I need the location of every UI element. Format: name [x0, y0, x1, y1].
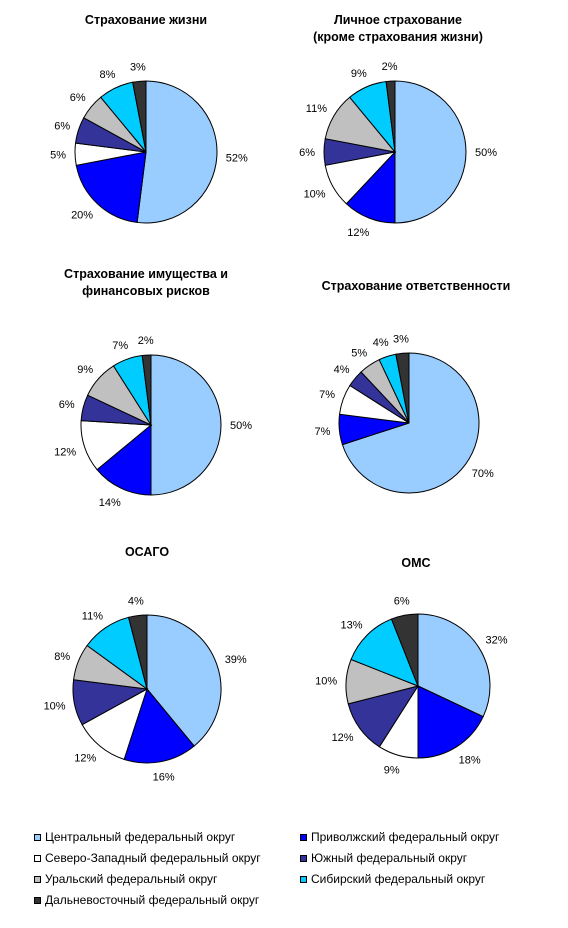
legend-label: Уральский федеральный округ [45, 872, 218, 886]
slice-label: 7% [314, 426, 330, 438]
slice-label: 5% [50, 150, 66, 162]
chart-title: Страхование ответственности [322, 279, 511, 293]
slice-label: 14% [99, 497, 121, 509]
pie-chart: Страхование имущества и финансовых рисков… [54, 267, 252, 509]
slice-label: 10% [44, 701, 66, 713]
slice-label: 9% [384, 765, 400, 777]
slice-label: 9% [351, 68, 367, 80]
legend-label: Центральный федеральный округ [45, 830, 236, 844]
slice-label: 70% [472, 468, 494, 480]
slice-label: 10% [304, 188, 326, 200]
legend-label: Северо-Западный федеральный округ [45, 851, 261, 865]
chart-title: (кроме страхования жизни) [313, 30, 483, 44]
slice-label: 16% [153, 771, 175, 783]
slice-label: 7% [112, 340, 128, 352]
pie-chart: ОМС 32% 18% 9% 12% 10% 13% 6% [315, 556, 508, 777]
legend-swatch [300, 833, 307, 841]
slice-label: 52% [226, 152, 248, 164]
legend-item: Центральный федеральный округ [34, 830, 235, 844]
pie-slice [390, 613, 419, 687]
pie-chart: Страхование ответственности70%7%7%4%5%4%… [314, 279, 511, 494]
pie-chart: Страхование жизни 52% 20% 5% 6% 6% 8% 3% [50, 13, 248, 224]
pie-slice [96, 423, 152, 496]
legend-label: Южный федеральный округ [311, 851, 468, 865]
chart-title: ОМС [401, 556, 430, 570]
legend-label: Сибирский федеральный округ [311, 872, 486, 886]
pie-slice [127, 614, 148, 690]
slice-label: 8% [99, 69, 115, 81]
slice-label: 9% [77, 364, 93, 376]
pie-slice [136, 80, 218, 224]
slice-label: 18% [459, 755, 481, 767]
legend-swatch [34, 854, 41, 862]
slice-label: 2% [382, 61, 398, 73]
legend-swatch [300, 875, 307, 883]
pie-chart: ОСАГО 39% 16% 12% 10% 8% 11% 4% [44, 545, 247, 783]
legend-item: Южный федеральный округ [300, 851, 467, 865]
pie-chart: Личное страхование (кроме страхования жиз… [299, 13, 497, 239]
pie-slice [395, 352, 410, 424]
pie-charts-panel: Страхование жизни 52% 20% 5% 6% 6% 8% 3% Личное … [44, 13, 511, 783]
slice-label: 11% [82, 610, 103, 622]
legend-item: Северо-Западный федеральный округ [34, 851, 261, 865]
pie-slice [75, 151, 147, 223]
chart-title: финансовых рисков [82, 284, 210, 298]
slice-label: 20% [71, 210, 93, 222]
legend-item: Дальневосточный федеральный округ [34, 893, 259, 907]
slice-label: 3% [393, 333, 409, 345]
slice-label: 12% [54, 446, 76, 458]
chart-title: ОСАГО [125, 545, 169, 559]
pie-slice [132, 80, 147, 153]
pie-slice [146, 614, 222, 747]
legend-label: Дальневосточный федеральный округ [45, 893, 260, 907]
pie-slice [150, 354, 222, 496]
slice-label: 50% [475, 147, 497, 159]
legend-swatch [300, 854, 307, 862]
slice-label: 8% [54, 651, 70, 663]
slice-label: 3% [130, 61, 146, 73]
legend-item: Сибирский федеральный округ [300, 872, 485, 886]
pie-slice [417, 613, 491, 718]
slice-label: 11% [306, 103, 327, 115]
slice-label: 39% [225, 654, 247, 666]
pie-slice [385, 80, 396, 153]
slice-label: 6% [54, 120, 70, 132]
slice-label: 6% [299, 147, 315, 159]
slice-label: 32% [486, 634, 508, 646]
slice-label: 6% [70, 92, 86, 104]
pie-slice [141, 354, 152, 426]
pie-slice [341, 352, 480, 494]
pie-slice [417, 685, 484, 759]
slice-label: 6% [59, 399, 75, 411]
slice-label: 4% [128, 596, 144, 608]
slice-label: 6% [394, 596, 410, 608]
slice-label: 2% [138, 335, 154, 347]
pie-slice [123, 687, 195, 764]
slice-label: 5% [351, 348, 367, 360]
slice-label: 4% [373, 337, 389, 349]
slice-label: 7% [319, 389, 335, 401]
legend-item: Уральский федеральный округ [34, 872, 217, 886]
legend-swatch [34, 833, 41, 841]
slice-label: 12% [74, 753, 96, 765]
chart-title: Страхование жизни [85, 13, 207, 27]
slice-label: 4% [334, 364, 350, 376]
legend-item: Приволжский федеральный округ [300, 830, 499, 844]
pie-slice [394, 80, 467, 224]
chart-title: Страхование имущества и [64, 267, 228, 281]
legend-swatch [34, 875, 41, 883]
slice-label: 12% [347, 227, 369, 239]
legend-swatch [34, 896, 41, 904]
legend-label: Приволжский федеральный округ [311, 830, 500, 844]
slice-label: 13% [340, 620, 362, 632]
pie-slice [350, 618, 419, 687]
slice-label: 10% [315, 676, 337, 688]
slice-label: 12% [332, 732, 354, 744]
slice-label: 50% [230, 420, 252, 432]
chart-title: Личное страхование [334, 13, 462, 27]
